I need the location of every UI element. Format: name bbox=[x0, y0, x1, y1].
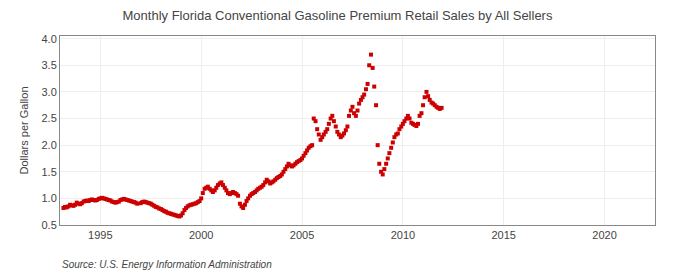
svg-text:2020: 2020 bbox=[592, 229, 616, 241]
svg-text:Monthly Florida Conventional G: Monthly Florida Conventional Gasoline Pr… bbox=[123, 8, 553, 23]
svg-text:Source: U.S. Energy Informatio: Source: U.S. Energy Information Administ… bbox=[62, 259, 272, 270]
svg-text:3.0: 3.0 bbox=[42, 86, 57, 98]
svg-text:2.5: 2.5 bbox=[42, 112, 57, 124]
svg-text:2005: 2005 bbox=[290, 229, 314, 241]
svg-text:1995: 1995 bbox=[88, 229, 112, 241]
svg-text:4.0: 4.0 bbox=[42, 33, 57, 45]
svg-text:0.5: 0.5 bbox=[42, 219, 57, 231]
svg-text:Dollars per Gallon: Dollars per Gallon bbox=[18, 86, 30, 174]
svg-text:3.5: 3.5 bbox=[42, 59, 57, 71]
svg-text:1.5: 1.5 bbox=[42, 166, 57, 178]
svg-text:2015: 2015 bbox=[491, 229, 515, 241]
svg-text:2000: 2000 bbox=[189, 229, 213, 241]
svg-text:1.0: 1.0 bbox=[42, 192, 57, 204]
svg-text:2.0: 2.0 bbox=[42, 139, 57, 151]
svg-text:2010: 2010 bbox=[391, 229, 415, 241]
